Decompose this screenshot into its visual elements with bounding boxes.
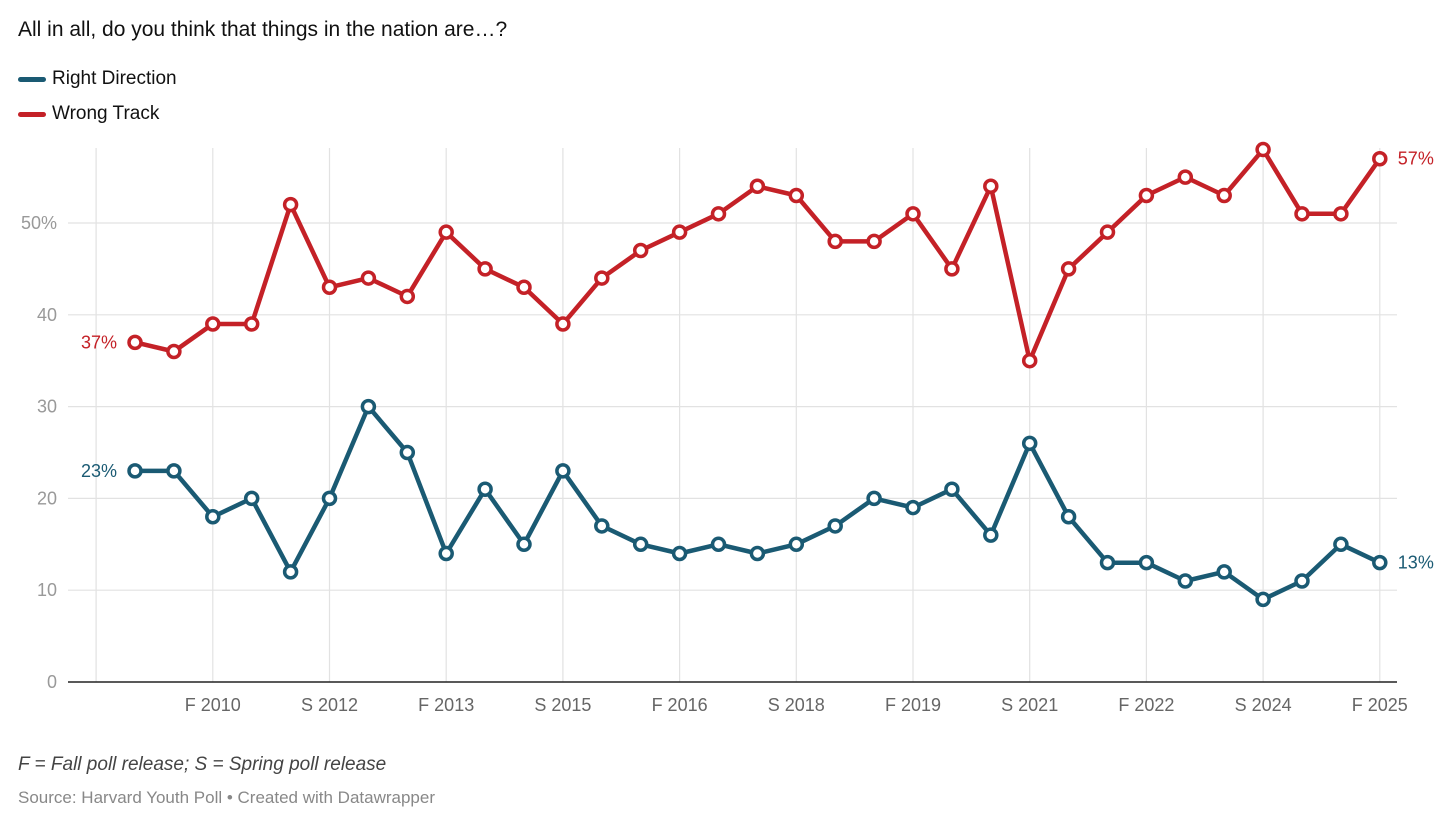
data-point-wrong-track [983,178,999,195]
data-point-right-direction [1099,554,1116,571]
data-point-right-direction [1372,554,1388,571]
data-point-wrong-track [1255,141,1271,158]
data-point-wrong-track [477,261,493,277]
data-point-wrong-track [166,343,182,360]
data-point-wrong-track [671,224,688,240]
data-point-wrong-track [516,279,532,296]
data-point-wrong-track [1099,224,1116,240]
data-point-right-direction [1060,509,1077,525]
data-point-wrong-track [1333,206,1349,222]
data-point-wrong-track [1216,187,1232,204]
data-point-wrong-track [1294,206,1310,222]
end-label-right-direction: 13% [1398,553,1434,573]
data-point-right-direction [360,398,377,415]
data-point-right-direction [594,518,610,534]
legend-item-right-direction: Right Direction [18,68,177,90]
data-point-right-direction [827,518,843,534]
x-tick-label: F 2016 [652,695,708,715]
legend-label-wrong-track: Wrong Track [52,103,160,124]
x-tick-label: S 2015 [534,695,591,715]
data-point-wrong-track [632,242,649,259]
data-point-wrong-track [438,224,454,240]
data-point-wrong-track [866,233,882,250]
data-point-wrong-track [360,270,377,286]
series-line-right-direction [132,404,1383,602]
data-point-right-direction [243,490,260,507]
data-point-right-direction [905,499,921,516]
data-point-wrong-track [944,261,960,277]
data-point-wrong-track [1021,352,1038,369]
legend-swatch-right-direction [18,76,46,82]
x-tick-label: F 2022 [1118,695,1174,715]
data-point-right-direction [127,463,143,479]
data-point-wrong-track [749,178,766,195]
legend-item-wrong-track: Wrong Track [18,103,159,125]
data-point-wrong-track [321,279,338,296]
y-tick-label: 0 [47,672,57,692]
chart-note: F = Fall poll release; S = Spring poll r… [18,754,387,775]
end-label-wrong-track: 57% [1398,149,1434,169]
start-label-right-direction: 23% [81,461,117,481]
data-point-wrong-track [1177,169,1194,185]
data-point-right-direction [671,545,688,562]
y-tick-label: 40 [37,305,57,325]
data-point-wrong-track [594,270,610,286]
data-point-right-direction [321,490,338,507]
data-point-wrong-track [1372,150,1388,167]
data-point-wrong-track [905,206,921,222]
data-point-right-direction [749,545,766,562]
data-point-right-direction [516,536,532,553]
y-tick-label: 50% [21,213,57,233]
data-point-wrong-track [282,196,299,213]
data-point-right-direction [1177,573,1194,589]
x-tick-label: S 2012 [301,695,358,715]
data-point-wrong-track [1138,187,1155,204]
data-point-wrong-track [827,233,843,250]
data-point-right-direction [632,536,649,553]
data-point-right-direction [1021,435,1038,452]
x-tick-label: F 2010 [185,695,241,715]
start-label-wrong-track: 37% [81,332,117,352]
y-tick-label: 30 [37,397,57,417]
x-tick-label: S 2018 [768,695,825,715]
data-point-right-direction [205,509,221,525]
data-point-right-direction [1294,573,1310,589]
x-tick-label: S 2024 [1235,695,1292,715]
data-point-right-direction [438,545,454,562]
x-tick-label: S 2021 [1001,695,1058,715]
data-point-wrong-track [399,288,416,305]
data-point-wrong-track [1060,261,1077,277]
data-point-wrong-track [127,334,143,351]
data-point-right-direction [477,481,493,497]
data-point-right-direction [1255,591,1271,608]
data-point-right-direction [166,463,182,479]
data-point-right-direction [1138,554,1155,571]
data-point-right-direction [1216,564,1232,580]
x-tick-label: F 2019 [885,695,941,715]
x-tick-label: F 2025 [1352,695,1408,715]
data-point-right-direction [710,536,727,553]
data-point-right-direction [282,564,299,580]
data-point-wrong-track [243,316,260,332]
data-point-right-direction [944,481,960,497]
data-point-right-direction [1333,536,1349,553]
x-tick-label: F 2013 [418,695,474,715]
data-point-right-direction [399,444,416,461]
data-point-right-direction [866,490,882,507]
data-point-wrong-track [710,206,727,222]
y-tick-label: 20 [37,488,57,508]
data-point-right-direction [788,536,805,553]
data-point-wrong-track [205,316,221,332]
data-point-right-direction [983,527,999,543]
data-point-right-direction [555,463,571,479]
chart-title: All in all, do you think that things in … [18,18,508,41]
legend-label-right-direction: Right Direction [52,68,177,89]
legend-swatch-wrong-track [18,111,46,117]
chart-source: Source: Harvard Youth Poll • Created wit… [18,788,436,807]
y-tick-label: 10 [37,580,57,600]
data-point-wrong-track [555,316,571,332]
data-point-wrong-track [788,187,805,204]
